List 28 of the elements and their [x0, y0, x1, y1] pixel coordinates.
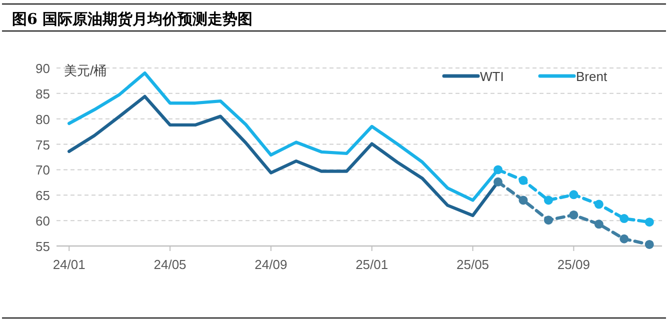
x-tick-label: 24/09	[254, 257, 288, 272]
point	[518, 176, 528, 185]
y-tick-label: 55	[36, 239, 50, 254]
x-tick-label: 25/09	[557, 257, 590, 272]
chart-title: 图6 国际原油期货月均价预测走势图	[12, 10, 253, 28]
point	[594, 220, 604, 229]
point	[518, 196, 528, 205]
point	[569, 210, 578, 220]
point	[644, 240, 654, 249]
point	[544, 196, 553, 205]
y-tick-label: 65	[36, 188, 50, 204]
y-tick-label: 75	[36, 137, 50, 152]
y-tick-label: 90	[36, 61, 50, 76]
point	[544, 216, 553, 225]
x-tick-label: 24/05	[154, 257, 186, 272]
point	[620, 214, 629, 224]
x-tick-label: 25/01	[356, 257, 388, 272]
point	[569, 190, 578, 200]
point	[594, 200, 604, 209]
y-tick-label: 70	[36, 162, 50, 178]
y-tick-label: 60	[36, 214, 50, 229]
x-tick-label: 24/01	[52, 257, 86, 272]
legend-label: Brent	[576, 69, 608, 84]
point	[620, 234, 629, 244]
x-tick-label: 25/05	[456, 257, 490, 272]
point	[644, 218, 654, 227]
y-tick-label: 80	[36, 112, 50, 127]
y-tick-label: 85	[36, 86, 50, 102]
